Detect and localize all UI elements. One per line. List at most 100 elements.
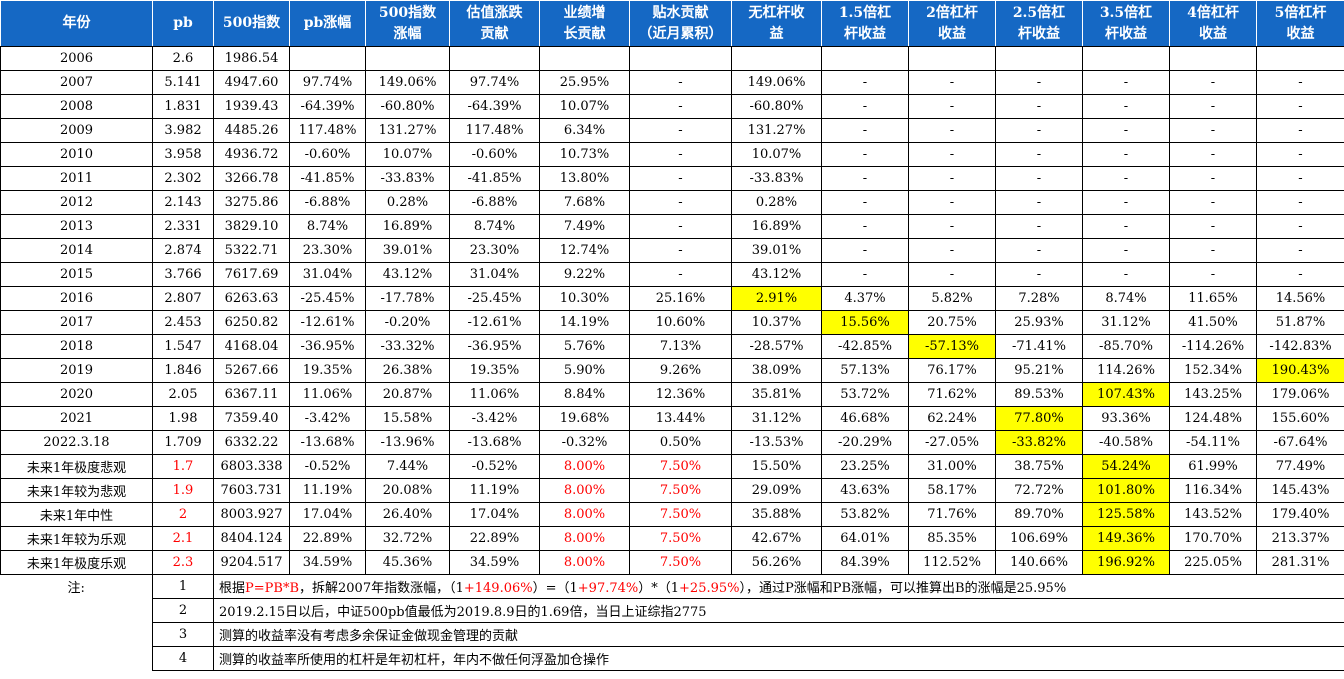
data-cell-index500-change-r8[interactable]: 39.01% — [365, 238, 450, 263]
data-cell-valuation-contrib-r19[interactable]: 17.04% — [449, 502, 540, 527]
data-cell-pb-r9[interactable]: 3.766 — [152, 262, 214, 287]
data-cell-pb-r14[interactable]: 2.05 — [152, 382, 214, 407]
data-cell-pb-change-r13[interactable]: 19.35% — [289, 358, 366, 383]
data-cell-lev-1-5x-r2[interactable]: - — [821, 94, 909, 119]
data-cell-lev-4x-r21[interactable]: 225.05% — [1169, 550, 1257, 575]
data-cell-index500-change-r17[interactable]: 7.44% — [365, 454, 450, 479]
data-cell-lev-1-5x-r5[interactable]: - — [821, 166, 909, 191]
row-label-cell-year-r13[interactable]: 2019 — [0, 358, 153, 383]
note-text-cell-4[interactable]: 测算的收益率所使用的杠杆是年初杠杆，年内不做任何浮盈加仓操作 — [213, 646, 1344, 671]
data-cell-pb-change-r18[interactable]: 11.19% — [289, 478, 366, 503]
data-cell-lev-1-5x-r17[interactable]: 23.25% — [821, 454, 909, 479]
row-label-cell-year-r11[interactable]: 2017 — [0, 310, 153, 335]
data-cell-index500-r3[interactable]: 4485.26 — [213, 118, 290, 143]
data-cell-pb-r18[interactable]: 1.9 — [152, 478, 214, 503]
data-cell-index500-r1[interactable]: 4947.60 — [213, 70, 290, 95]
data-cell-index500-r12[interactable]: 4168.04 — [213, 334, 290, 359]
row-label-cell-year-r21[interactable]: 未来1年极度乐观 — [0, 550, 153, 575]
data-cell-lev-1-5x-r1[interactable]: - — [821, 70, 909, 95]
data-cell-index500-r15[interactable]: 7359.40 — [213, 406, 290, 431]
data-cell-pb-r13[interactable]: 1.846 — [152, 358, 214, 383]
data-cell-pb-change-r9[interactable]: 31.04% — [289, 262, 366, 287]
data-cell-lev-3-5x-r12[interactable]: -85.70% — [1082, 334, 1170, 359]
data-cell-valuation-contrib-r14[interactable]: 11.06% — [449, 382, 540, 407]
data-cell-lev-4x-r18[interactable]: 116.34% — [1169, 478, 1257, 503]
data-cell-lev-2-5x-r3[interactable]: - — [995, 118, 1083, 143]
data-cell-index500-r19[interactable]: 8003.927 — [213, 502, 290, 527]
data-cell-no-leverage-r14[interactable]: 35.81% — [731, 382, 822, 407]
data-cell-discount-contrib-r15[interactable]: 13.44% — [629, 406, 732, 431]
data-cell-index500-change-r0[interactable] — [365, 46, 450, 71]
data-cell-index500-r10[interactable]: 6263.63 — [213, 286, 290, 311]
column-header-lev-2-5x[interactable]: 2.5倍杠 杆收益 — [995, 0, 1083, 47]
data-cell-pb-change-r1[interactable]: 97.74% — [289, 70, 366, 95]
data-cell-pb-change-r4[interactable]: -0.60% — [289, 142, 366, 167]
data-cell-lev-3-5x-r0[interactable] — [1082, 46, 1170, 71]
data-cell-lev-2x-r16[interactable]: -27.05% — [908, 430, 996, 455]
data-cell-lev-2-5x-r5[interactable]: - — [995, 166, 1083, 191]
note-number-cell-3[interactable]: 3 — [152, 622, 214, 647]
data-cell-lev-3-5x-r17[interactable]: 54.24% — [1082, 454, 1170, 479]
data-cell-index500-change-r20[interactable]: 32.72% — [365, 526, 450, 551]
data-cell-lev-2x-r15[interactable]: 62.24% — [908, 406, 996, 431]
data-cell-pb-r2[interactable]: 1.831 — [152, 94, 214, 119]
data-cell-no-leverage-r3[interactable]: 131.27% — [731, 118, 822, 143]
data-cell-index500-change-r21[interactable]: 45.36% — [365, 550, 450, 575]
data-cell-index500-r14[interactable]: 6367.11 — [213, 382, 290, 407]
row-label-cell-year-r12[interactable]: 2018 — [0, 334, 153, 359]
data-cell-index500-r2[interactable]: 1939.43 — [213, 94, 290, 119]
data-cell-pb-r17[interactable]: 1.7 — [152, 454, 214, 479]
data-cell-pb-r0[interactable]: 2.6 — [152, 46, 214, 71]
data-cell-lev-4x-r4[interactable]: - — [1169, 142, 1257, 167]
note-number-cell-2[interactable]: 2 — [152, 598, 214, 623]
data-cell-lev-4x-r0[interactable] — [1169, 46, 1257, 71]
data-cell-discount-contrib-r10[interactable]: 25.16% — [629, 286, 732, 311]
data-cell-earnings-contrib-r16[interactable]: -0.32% — [539, 430, 630, 455]
data-cell-earnings-contrib-r6[interactable]: 7.68% — [539, 190, 630, 215]
column-header-earnings-contrib[interactable]: 业绩增 长贡献 — [539, 0, 630, 47]
data-cell-lev-1-5x-r6[interactable]: - — [821, 190, 909, 215]
data-cell-lev-1-5x-r21[interactable]: 84.39% — [821, 550, 909, 575]
note-text-cell-1[interactable]: 根据P=PB*B，拆解2007年指数涨幅，（1+149.06%）=（1+97.7… — [213, 574, 1344, 599]
data-cell-valuation-contrib-r17[interactable]: -0.52% — [449, 454, 540, 479]
data-cell-lev-5x-r14[interactable]: 179.06% — [1256, 382, 1344, 407]
data-cell-pb-change-r5[interactable]: -41.85% — [289, 166, 366, 191]
data-cell-discount-contrib-r2[interactable]: - — [629, 94, 732, 119]
data-cell-lev-2-5x-r9[interactable]: - — [995, 262, 1083, 287]
data-cell-earnings-contrib-r8[interactable]: 12.74% — [539, 238, 630, 263]
data-cell-lev-1-5x-r11[interactable]: 15.56% — [821, 310, 909, 335]
data-cell-earnings-contrib-r17[interactable]: 8.00% — [539, 454, 630, 479]
data-cell-pb-change-r12[interactable]: -36.95% — [289, 334, 366, 359]
data-cell-pb-change-r14[interactable]: 11.06% — [289, 382, 366, 407]
data-cell-lev-1-5x-r20[interactable]: 64.01% — [821, 526, 909, 551]
data-cell-lev-2-5x-r11[interactable]: 25.93% — [995, 310, 1083, 335]
data-cell-lev-2x-r10[interactable]: 5.82% — [908, 286, 996, 311]
data-cell-lev-4x-r20[interactable]: 170.70% — [1169, 526, 1257, 551]
data-cell-lev-2x-r13[interactable]: 76.17% — [908, 358, 996, 383]
data-cell-lev-3-5x-r10[interactable]: 8.74% — [1082, 286, 1170, 311]
data-cell-earnings-contrib-r10[interactable]: 10.30% — [539, 286, 630, 311]
data-cell-lev-3-5x-r13[interactable]: 114.26% — [1082, 358, 1170, 383]
data-cell-discount-contrib-r21[interactable]: 7.50% — [629, 550, 732, 575]
data-cell-lev-2x-r1[interactable]: - — [908, 70, 996, 95]
data-cell-lev-3-5x-r16[interactable]: -40.58% — [1082, 430, 1170, 455]
column-header-valuation-contrib[interactable]: 估值涨跌 贡献 — [449, 0, 540, 47]
data-cell-index500-r20[interactable]: 8404.124 — [213, 526, 290, 551]
data-cell-lev-5x-r18[interactable]: 145.43% — [1256, 478, 1344, 503]
data-cell-lev-2x-r7[interactable]: - — [908, 214, 996, 239]
data-cell-lev-3-5x-r9[interactable]: - — [1082, 262, 1170, 287]
data-cell-index500-change-r5[interactable]: -33.83% — [365, 166, 450, 191]
data-cell-lev-1-5x-r18[interactable]: 43.63% — [821, 478, 909, 503]
data-cell-lev-4x-r11[interactable]: 41.50% — [1169, 310, 1257, 335]
row-label-cell-year-r1[interactable]: 2007 — [0, 70, 153, 95]
data-cell-pb-r21[interactable]: 2.3 — [152, 550, 214, 575]
row-label-cell-year-r16[interactable]: 2022.3.18 — [0, 430, 153, 455]
row-label-cell-year-r6[interactable]: 2012 — [0, 190, 153, 215]
data-cell-pb-r3[interactable]: 3.982 — [152, 118, 214, 143]
data-cell-lev-4x-r17[interactable]: 61.99% — [1169, 454, 1257, 479]
row-label-cell-year-r8[interactable]: 2014 — [0, 238, 153, 263]
data-cell-lev-3-5x-r5[interactable]: - — [1082, 166, 1170, 191]
data-cell-pb-r6[interactable]: 2.143 — [152, 190, 214, 215]
data-cell-valuation-contrib-r21[interactable]: 34.59% — [449, 550, 540, 575]
data-cell-lev-1-5x-r10[interactable]: 4.37% — [821, 286, 909, 311]
